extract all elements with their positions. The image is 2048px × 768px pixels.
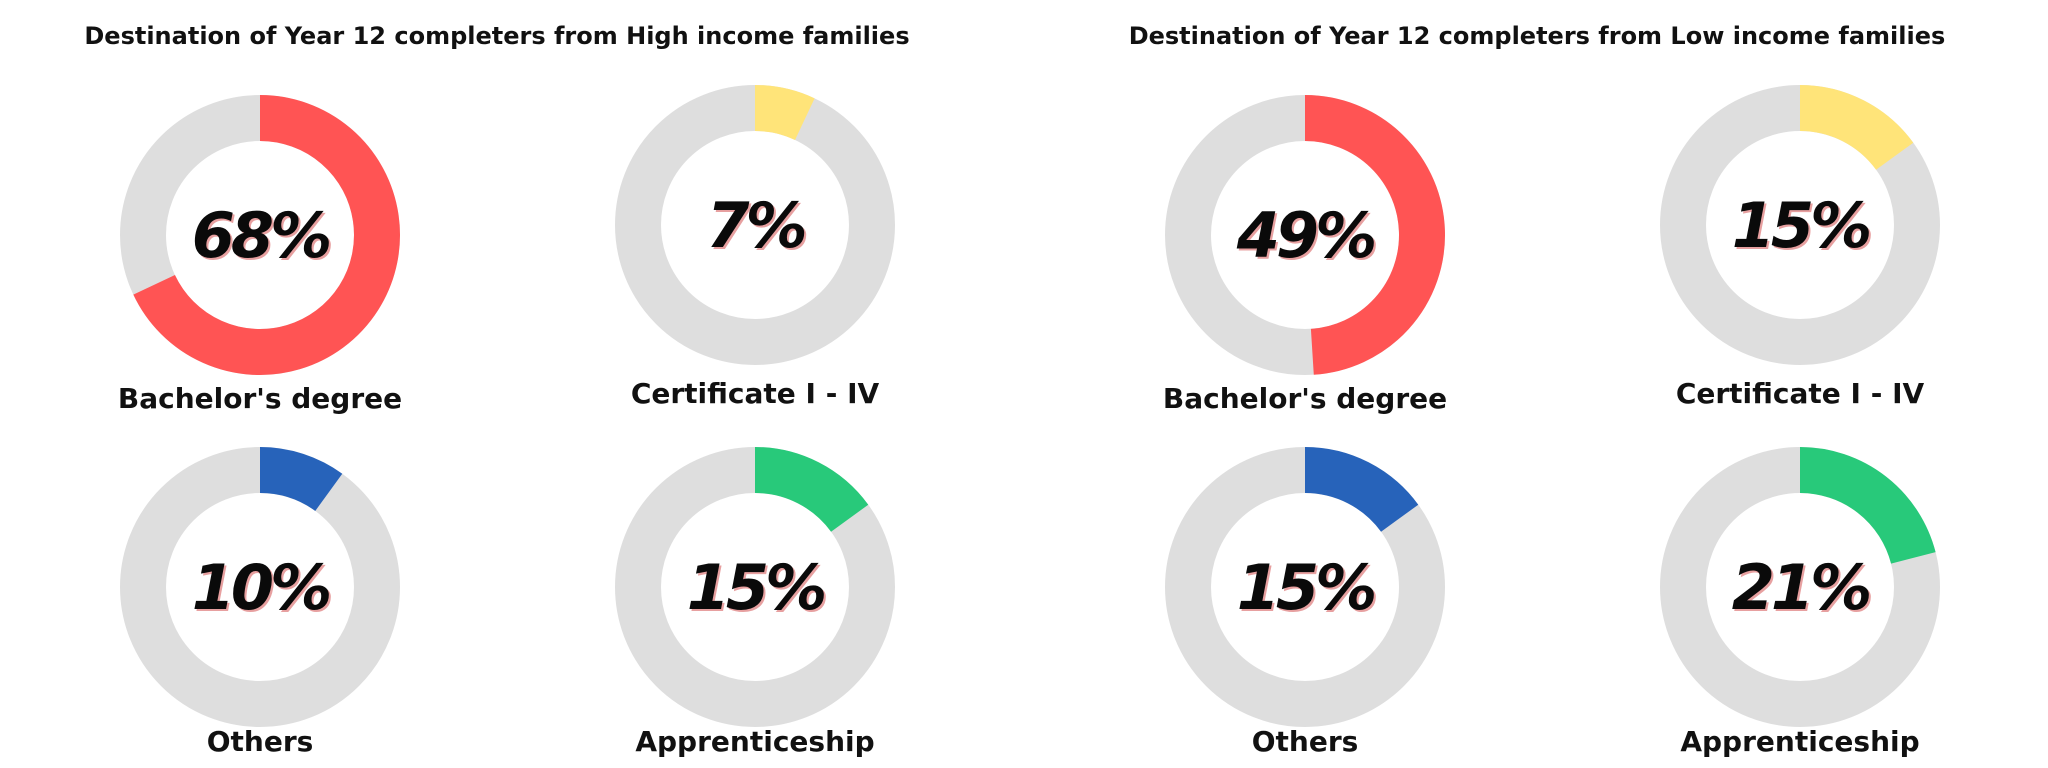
donut-high-others-percent: 10%: [191, 550, 332, 624]
donut-low-certificate-svg: [1660, 85, 1940, 365]
donut-low-bachelors-percent: 49%: [1236, 198, 1377, 272]
donut-low-others-arc: [1304, 447, 1419, 533]
donut-high-certificate-label: Certificate I - IV: [630, 377, 880, 410]
donut-high-others-svg: [120, 447, 400, 727]
donut-low-certificate: 15%: [1655, 80, 1945, 370]
chart-title-high-income: Destination of Year 12 completers from H…: [84, 22, 910, 50]
donut-high-bachelors-percent: 68%: [191, 198, 332, 272]
donut-low-apprenticeship-svg: [1660, 447, 1940, 727]
donut-high-bachelors: 68%: [115, 90, 405, 380]
donut-low-certificate-label: Certificate I - IV: [1675, 377, 1925, 410]
donut-high-certificate: 7%: [610, 80, 900, 370]
donut-low-bachelors-label: Bachelor's degree: [1162, 382, 1448, 415]
donut-low-apprenticeship-percent: 21%: [1731, 550, 1872, 624]
donut-high-others: 10%: [115, 442, 405, 732]
donut-low-bachelors: 49%: [1160, 90, 1450, 380]
chart-title-low-income: Destination of Year 12 completers from L…: [1128, 22, 1946, 50]
donut-low-apprenticeship-arc: [1799, 447, 1936, 565]
donut-high-certificate-svg: [615, 85, 895, 365]
donut-low-others-svg: [1165, 447, 1445, 727]
donut-low-bachelors-svg: [1165, 95, 1445, 375]
donut-high-others-label: Others: [206, 725, 314, 758]
donut-low-certificate-arc: [1799, 85, 1914, 171]
donut-low-others-label: Others: [1251, 725, 1359, 758]
donut-high-certificate-arc: [754, 85, 815, 141]
donut-low-bachelors-arc: [1304, 95, 1445, 375]
donut-high-bachelors-svg: [120, 95, 400, 375]
donut-high-others-arc: [259, 447, 343, 512]
donut-low-apprenticeship-label: Apprenticeship: [1680, 725, 1920, 758]
donut-high-bachelors-arc: [133, 95, 400, 375]
donut-high-certificate-percent: 7%: [706, 188, 807, 262]
donut-high-apprenticeship-percent: 15%: [686, 550, 827, 624]
donut-low-others: 15%: [1160, 442, 1450, 732]
donut-low-certificate-percent: 15%: [1731, 188, 1872, 262]
donut-low-apprenticeship: 21%: [1655, 442, 1945, 732]
donut-high-apprenticeship-svg: [615, 447, 895, 727]
donut-low-others-percent: 15%: [1236, 550, 1377, 624]
donut-high-apprenticeship: 15%: [610, 442, 900, 732]
donut-high-apprenticeship-label: Apprenticeship: [635, 725, 875, 758]
donut-high-bachelors-label: Bachelor's degree: [117, 382, 403, 415]
donut-high-apprenticeship-arc: [754, 447, 869, 533]
